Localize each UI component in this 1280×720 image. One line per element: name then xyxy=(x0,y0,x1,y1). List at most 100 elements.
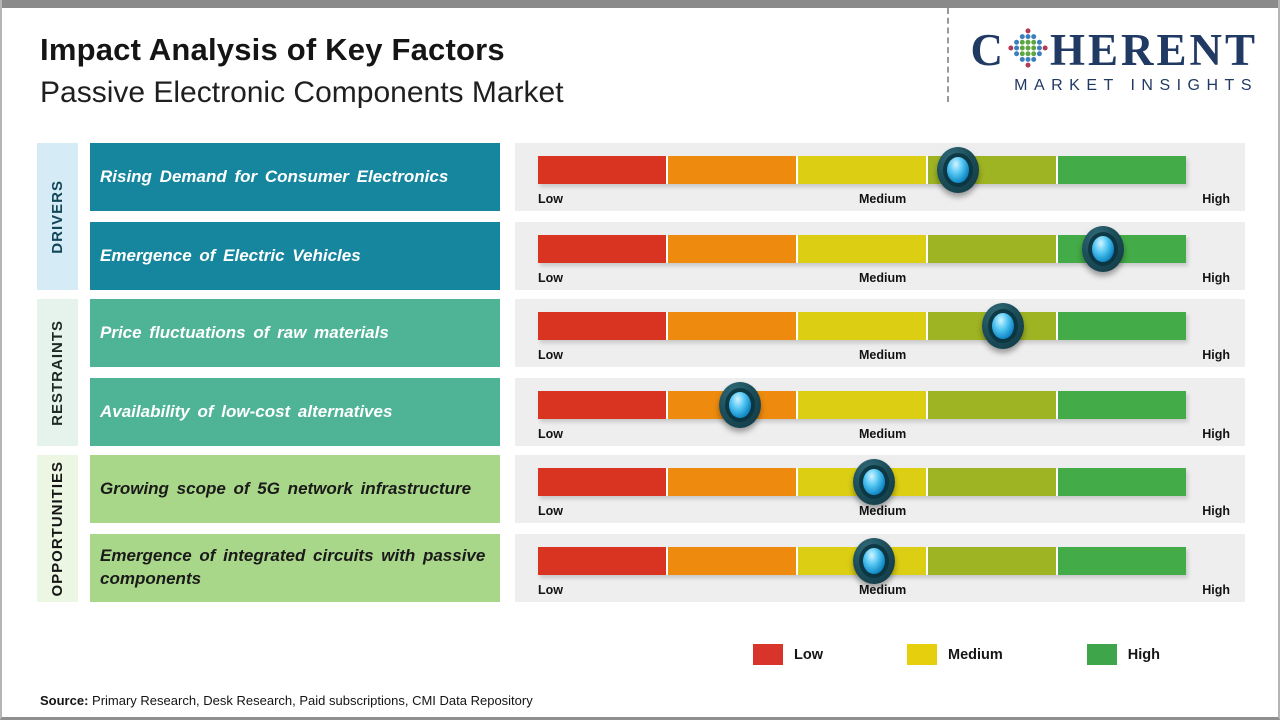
scale-segment-1 xyxy=(538,547,666,575)
impact-scale-track xyxy=(538,382,1186,428)
scale-labels: Low Medium High xyxy=(538,427,1230,441)
scale-segment-2 xyxy=(666,468,796,496)
impact-marker xyxy=(982,303,1025,349)
source-label: Source: xyxy=(40,693,89,708)
scale-label-low: Low xyxy=(538,348,563,362)
group-strip-opportunities: OPPORTUNITIES xyxy=(37,455,78,602)
impact-marker xyxy=(719,382,762,428)
legend-swatch-high xyxy=(1086,644,1117,665)
impact-bar-panel: Low Medium High xyxy=(515,222,1245,290)
legend-label-high: High xyxy=(1127,646,1160,663)
page-title: Impact Analysis of Key Factors xyxy=(40,32,505,67)
factor-row: Emergence of Electric Vehicles Low Mediu… xyxy=(90,222,1245,290)
factor-box: Emergence of integrated circuits with pa… xyxy=(90,534,500,602)
scale-segment-3 xyxy=(796,156,926,184)
scale-segment-1 xyxy=(538,235,666,263)
factor-label: Availability of low-cost alternatives xyxy=(100,401,393,421)
legend-item-high: High xyxy=(1086,644,1160,665)
factor-box: Emergence of Electric Vehicles xyxy=(90,222,500,290)
impact-scale-track xyxy=(538,147,1186,193)
impact-bar-panel: Low Medium High xyxy=(515,534,1245,602)
scale-segment-4 xyxy=(926,468,1056,496)
scale-labels: Low Medium High xyxy=(538,348,1230,362)
scale-segment-2 xyxy=(666,235,796,263)
group-strip-restraints: RESTRAINTS xyxy=(37,299,78,446)
scale-label-medium: Medium xyxy=(858,427,907,441)
group-strip-label: DRIVERS xyxy=(49,179,66,254)
top-border-bar xyxy=(0,0,1280,8)
scale-label-high: High xyxy=(1202,583,1230,597)
scale-segment-1 xyxy=(538,312,666,340)
impact-marker-core-icon xyxy=(1092,236,1115,262)
scale-segment-3 xyxy=(796,235,926,263)
impact-matrix: DRIVERS Rising Demand for Consumer Elect… xyxy=(37,143,1245,602)
impact-bar-panel: Low Medium High xyxy=(515,143,1245,211)
scale-segment-5 xyxy=(1056,547,1186,575)
factor-label: Price fluctuations of raw materials xyxy=(100,322,389,342)
factor-row: Price fluctuations of raw materials Low … xyxy=(90,299,1245,367)
scale-label-medium: Medium xyxy=(858,348,907,362)
source-text: Primary Research, Desk Research, Paid su… xyxy=(88,693,533,708)
page-subtitle: Passive Electronic Components Market xyxy=(40,76,564,109)
factor-box: Price fluctuations of raw materials xyxy=(90,299,500,367)
factor-label: Emergence of Electric Vehicles xyxy=(100,245,361,265)
scale-segment-5 xyxy=(1056,156,1186,184)
scale-segment-2 xyxy=(666,312,796,340)
impact-marker-core-icon xyxy=(992,313,1015,339)
logo-wordmark: C HERENT xyxy=(958,24,1258,76)
logo-word-start: C xyxy=(970,25,1006,75)
factor-row: Availability of low-cost alternatives Lo… xyxy=(90,378,1245,446)
legend-swatch-medium xyxy=(907,644,937,665)
impact-bar-panel: Low Medium High xyxy=(515,378,1245,446)
impact-scale-track xyxy=(538,538,1186,584)
factor-box: Growing scope of 5G network infrastructu… xyxy=(90,455,500,523)
scale-labels: Low Medium High xyxy=(538,504,1230,518)
scale-segment-5 xyxy=(1056,468,1186,496)
group-restraints: RESTRAINTS Price fluctuations of raw mat… xyxy=(37,299,1245,446)
scale-label-low: Low xyxy=(538,427,563,441)
group-opportunities: OPPORTUNITIES Growing scope of 5G networ… xyxy=(37,455,1245,602)
scale-labels: Low Medium High xyxy=(538,583,1230,597)
factor-row: Emergence of integrated circuits with pa… xyxy=(90,534,1245,602)
scale-segment-4 xyxy=(926,235,1056,263)
source-line: Source: Primary Research, Desk Research,… xyxy=(40,693,533,708)
scale-label-high: High xyxy=(1202,427,1230,441)
impact-marker xyxy=(853,538,896,584)
impact-marker xyxy=(853,459,896,505)
legend-item-medium: Medium xyxy=(907,644,1003,665)
factor-label: Growing scope of 5G network infrastructu… xyxy=(100,478,472,498)
factor-box: Rising Demand for Consumer Electronics xyxy=(90,143,500,211)
scale-segment-1 xyxy=(538,468,666,496)
scale-label-high: High xyxy=(1202,192,1230,206)
impact-marker xyxy=(936,147,979,193)
scale-label-medium: Medium xyxy=(858,271,907,285)
legend-label-low: Low xyxy=(794,646,823,663)
scale-label-low: Low xyxy=(538,271,563,285)
scale-labels: Low Medium High xyxy=(538,192,1230,206)
impact-scale-track xyxy=(538,303,1186,349)
impact-bar-panel: Low Medium High xyxy=(515,455,1245,523)
scale-label-low: Low xyxy=(538,192,563,206)
group-strip-label: OPPORTUNITIES xyxy=(49,460,66,597)
coherent-logo: C HERENT MARKET INSIGHTS xyxy=(958,24,1258,95)
factor-label: Emergence of integrated circuits with pa… xyxy=(100,546,486,588)
legend-item-low: Low xyxy=(753,644,823,665)
scale-labels: Low Medium High xyxy=(538,271,1230,285)
scale-label-low: Low xyxy=(538,583,563,597)
scale-segment-4 xyxy=(926,391,1056,419)
scale-segment-2 xyxy=(666,547,796,575)
scale-segment-1 xyxy=(538,391,666,419)
impact-marker-core-icon xyxy=(946,157,969,183)
impact-bar-panel: Low Medium High xyxy=(515,299,1245,367)
factor-label: Rising Demand for Consumer Electronics xyxy=(100,166,449,186)
group-strip-drivers: DRIVERS xyxy=(37,143,78,290)
scale-segment-5 xyxy=(1056,312,1186,340)
scale-label-high: High xyxy=(1202,504,1230,518)
group-strip-label: RESTRAINTS xyxy=(49,319,66,426)
scale-label-medium: Medium xyxy=(858,192,907,206)
scale-segment-1 xyxy=(538,156,666,184)
logo-word-end: HERENT xyxy=(1049,25,1258,75)
scale-segment-2 xyxy=(666,156,796,184)
impact-marker xyxy=(1082,226,1125,272)
group-drivers: DRIVERS Rising Demand for Consumer Elect… xyxy=(37,143,1245,290)
